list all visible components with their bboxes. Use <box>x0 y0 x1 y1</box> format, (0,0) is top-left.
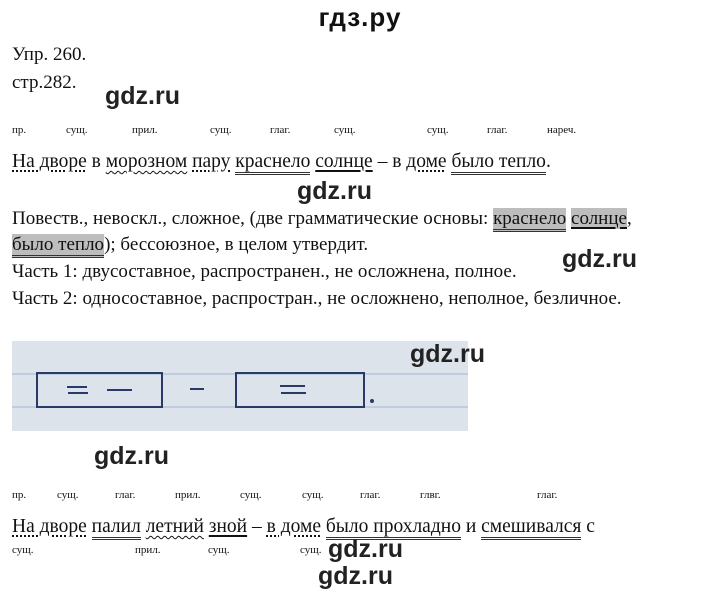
pos-label: сущ. <box>57 489 79 501</box>
watermark: gdz.ru <box>94 442 169 470</box>
subject-highlight: солнце <box>571 208 627 229</box>
pos-label: глаг. <box>360 489 381 501</box>
sentence-word: На дворе <box>12 516 87 537</box>
pos-label: сущ. <box>302 489 324 501</box>
pos-label: сущ. <box>210 124 232 136</box>
predicate-highlight: было тепло <box>12 234 105 258</box>
pos-label: сущ. <box>240 489 262 501</box>
pos-label: глаг. <box>115 489 136 501</box>
sentence-word: и <box>460 516 482 537</box>
sentence-word: было прохладно <box>325 516 461 540</box>
sentence-word: доме <box>406 151 447 172</box>
pos-label: прил. <box>132 124 158 136</box>
pos-label: сущ. <box>66 124 88 136</box>
pos-label: сущ. <box>427 124 449 136</box>
analysis-line: Повеств., невоскл., сложное, (две грамма… <box>12 208 632 232</box>
pos-label: прил. <box>175 489 201 501</box>
pos-label: нареч. <box>547 124 577 136</box>
pos-label: глаг. <box>270 124 291 136</box>
watermark: gdz.ru <box>105 82 180 110</box>
sentence-word: – в <box>372 151 407 172</box>
analysis-line: было тепло); бессоюзное, в целом утверди… <box>12 234 369 258</box>
sentence-word: На <box>12 151 40 172</box>
watermark: gdz.ru <box>562 245 637 273</box>
watermark: gdz.ru <box>410 340 485 368</box>
sentence-word: – <box>247 516 267 537</box>
sentence-2: На дворе палил летний зной – в доме было… <box>12 516 595 540</box>
sentence-word: зной <box>208 516 248 537</box>
exercise-number: Упр. 260. <box>12 44 87 65</box>
pos-label: сущ. <box>12 544 34 556</box>
sentence-word: дворе <box>39 151 87 172</box>
pos-label: сущ. <box>300 544 322 556</box>
pos-label: пр. <box>12 124 27 136</box>
pos-label: пр. <box>12 489 27 501</box>
sentence-word: . <box>545 151 551 172</box>
sentence-1: На дворе в морозном пару краснело солнце… <box>12 151 551 175</box>
sentence-scheme-photo <box>12 341 468 431</box>
pos-label: глаг. <box>487 124 508 136</box>
watermark: gdz.ru <box>318 562 393 590</box>
analysis-text: Повеств., невоскл., сложное, (две грамма… <box>12 208 494 229</box>
sentence-word: смешивался <box>481 516 582 540</box>
pos-label: сущ. <box>208 544 230 556</box>
pos-label: глвг. <box>420 489 441 501</box>
sentence-word: краснело <box>235 151 311 175</box>
pos-label: прил. <box>135 544 161 556</box>
sentence-word: палил <box>91 516 141 540</box>
sentence-word: пару <box>192 151 231 172</box>
site-header: гдз.ру <box>318 2 402 32</box>
sentence-word: в доме <box>266 516 321 537</box>
sentence-scheme-drawing <box>12 372 468 408</box>
predicate-highlight: краснело <box>493 208 567 232</box>
analysis-line: Часть 2: односоставное, распростран., не… <box>12 288 622 309</box>
sentence-word: летний <box>145 516 204 537</box>
sentence-word: было тепло <box>451 151 546 175</box>
analysis-line: Часть 1: двусоставное, распространен., н… <box>12 261 517 282</box>
exercise-page: стр.282. <box>12 72 77 93</box>
analysis-text: ); бессоюзное, в целом утвердит. <box>104 234 369 255</box>
sentence-word: в <box>86 151 106 172</box>
sentence-word <box>87 516 92 537</box>
pos-label: глаг. <box>537 489 558 501</box>
analysis-text: , <box>626 208 632 229</box>
watermark: gdz.ru <box>297 177 372 205</box>
sentence-word: солнце <box>315 151 373 172</box>
sentence-word: морозном <box>105 151 188 172</box>
watermark: gdz.ru <box>328 535 403 563</box>
sentence-word: с <box>581 516 595 537</box>
pos-label: сущ. <box>334 124 356 136</box>
